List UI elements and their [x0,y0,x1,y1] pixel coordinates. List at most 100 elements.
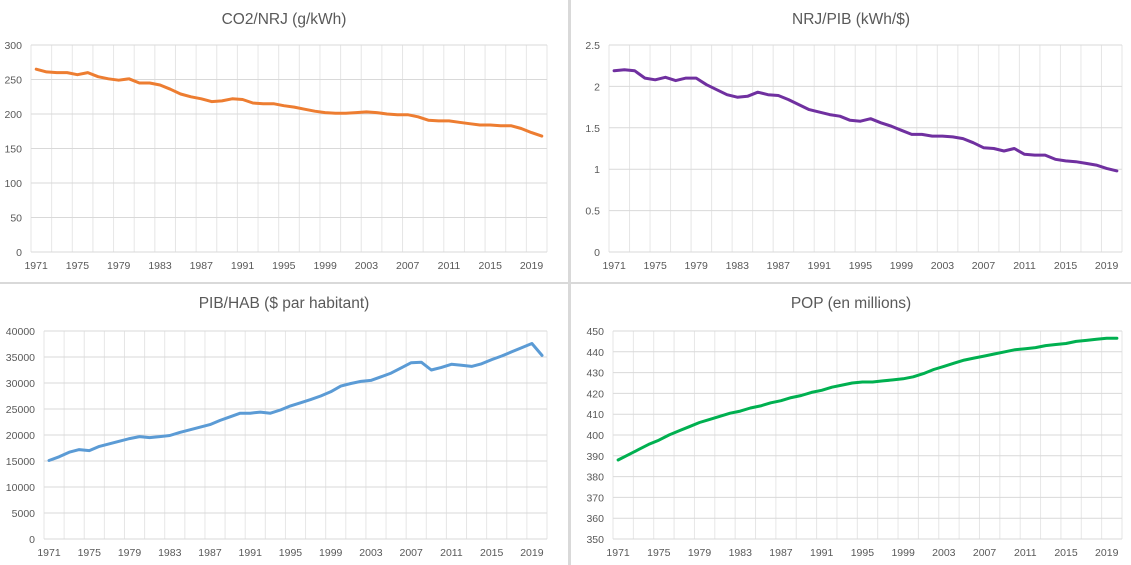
x-tick-label: 1975 [647,547,671,559]
x-tick-label: 2015 [1054,260,1078,272]
x-tick-label: 1995 [272,260,296,272]
y-tick-label: 20000 [6,430,35,442]
x-tick-label: 1999 [313,260,337,272]
y-tick-label: 10000 [6,482,35,494]
x-tick-label: 1999 [319,547,343,559]
x-tick-label: 1995 [849,260,873,272]
x-tick-label: 1971 [37,547,61,559]
x-tick-label: 1987 [769,547,793,559]
y-tick-label: 390 [586,451,604,463]
x-tick-label: 1975 [78,547,102,559]
x-tick-label: 2003 [931,260,955,272]
y-tick-label: 35000 [6,352,35,364]
x-tick-label: 1991 [810,547,834,559]
x-tick-label: 2015 [480,547,504,559]
x-tick-label: 2011 [438,260,461,272]
x-tick-label: 1975 [66,260,90,272]
x-tick-label: 2007 [400,547,424,559]
x-tick-label: 2007 [972,260,996,272]
x-tick-label: 1979 [107,260,131,272]
x-tick-label: 2019 [1095,547,1119,559]
x-tick-label: 1971 [602,260,626,272]
x-tick-label: 1983 [158,547,182,559]
y-tick-label: 400 [586,430,604,442]
x-tick-label: 2019 [520,547,544,559]
series-line-nrj-pib [612,68,1119,173]
y-tick-label: 430 [586,368,604,380]
x-tick-label: 2011 [1014,547,1037,559]
y-tick-label: 25000 [6,404,35,416]
y-tick-label: 1 [594,164,600,176]
y-tick-label: 40000 [6,326,35,338]
y-tick-label: 15000 [6,456,35,468]
x-tick-label: 1971 [24,260,48,272]
x-tick-label: 1971 [606,547,630,559]
chart-pop: POP (en millions) 350 360 370 380 390 400 410 42… [586,295,1123,559]
x-tick-label: 2003 [932,547,956,559]
chart-title: POP (en millions) [791,295,911,312]
y-tick-label: 100 [4,178,22,190]
y-tick-label: 360 [586,513,604,525]
y-tick-label: 1.5 [585,123,600,135]
x-tick-label: 1999 [890,260,914,272]
y-tick-label: 2.5 [585,40,600,52]
chart-panel-pop: POP (en millions) 350 360 370 380 390 400 410 42… [571,284,1131,565]
x-tick-label: 1995 [279,547,303,559]
chart-panel-nrj-pib: NRJ/PIB (kWh/$) 0 0.5 1 1.5 2 2.5 1971 1975 1979 1… [571,0,1131,282]
y-tick-label: 150 [4,144,22,156]
y-tick-label: 50 [10,213,22,225]
x-tick-label: 2011 [1013,260,1036,272]
y-tick-label: 0.5 [585,206,600,218]
x-tick-label: 1991 [239,547,263,559]
y-tick-label: 200 [4,109,22,121]
chart-pib-hab: PIB/HAB ($ par habitant) 0 5000 10000 15000 2… [6,295,548,559]
y-tick-label: 0 [16,247,22,259]
horizontal-divider [0,282,1131,284]
y-tick-label: 5000 [12,508,36,520]
x-tick-label: 1995 [851,547,875,559]
x-tick-label: 2007 [973,547,997,559]
x-tick-label: 1979 [685,260,709,272]
chart-panel-co2-nrj: CO2/NRJ (g/kWh) 0 50 100 150 200 250 300 1971 197… [0,0,568,282]
x-tick-label: 2019 [1095,260,1119,272]
x-tick-label: 2015 [1054,547,1078,559]
y-tick-label: 350 [586,534,604,546]
x-tick-label: 1987 [767,260,791,272]
y-tick-label: 0 [594,247,600,259]
x-tick-label: 1999 [891,547,915,559]
x-tick-label: 1987 [198,547,222,559]
y-tick-label: 0 [29,534,35,546]
series-line-co2-nrj [34,67,544,138]
x-tick-label: 2003 [359,547,383,559]
y-tick-label: 420 [586,388,604,400]
x-tick-label: 1979 [688,547,712,559]
x-tick-label: 1983 [726,260,750,272]
x-tick-label: 1991 [231,260,255,272]
chart-panel-pib-hab: PIB/HAB ($ par habitant) 0 5000 10000 15000 2… [0,284,568,565]
x-tick-label: 1991 [808,260,832,272]
y-tick-label: 410 [586,409,604,421]
y-tick-label: 450 [586,326,604,338]
series-line-pib-hab [47,342,544,462]
x-tick-label: 2019 [520,260,544,272]
x-tick-label: 1983 [729,547,753,559]
y-tick-label: 2 [594,81,600,93]
y-tick-label: 250 [4,75,22,87]
chart-title: CO2/NRJ (g/kWh) [222,11,347,28]
x-tick-label: 1975 [643,260,667,272]
x-tick-label: 2015 [479,260,503,272]
x-tick-label: 1979 [118,547,142,559]
y-tick-label: 370 [586,492,604,504]
y-tick-label: 30000 [6,378,35,390]
y-tick-label: 440 [586,347,604,359]
x-tick-label: 1987 [190,260,214,272]
x-tick-label: 1983 [148,260,172,272]
chart-title: PIB/HAB ($ par habitant) [199,295,370,312]
series-line-pop [616,336,1119,462]
x-tick-label: 2011 [440,547,463,559]
x-tick-label: 2007 [396,260,420,272]
x-tick-label: 2003 [355,260,379,272]
y-tick-label: 380 [586,472,604,484]
chart-title: NRJ/PIB (kWh/$) [792,11,910,28]
chart-co2-nrj: CO2/NRJ (g/kWh) 0 50 100 150 200 250 300 1971 197… [4,11,548,272]
